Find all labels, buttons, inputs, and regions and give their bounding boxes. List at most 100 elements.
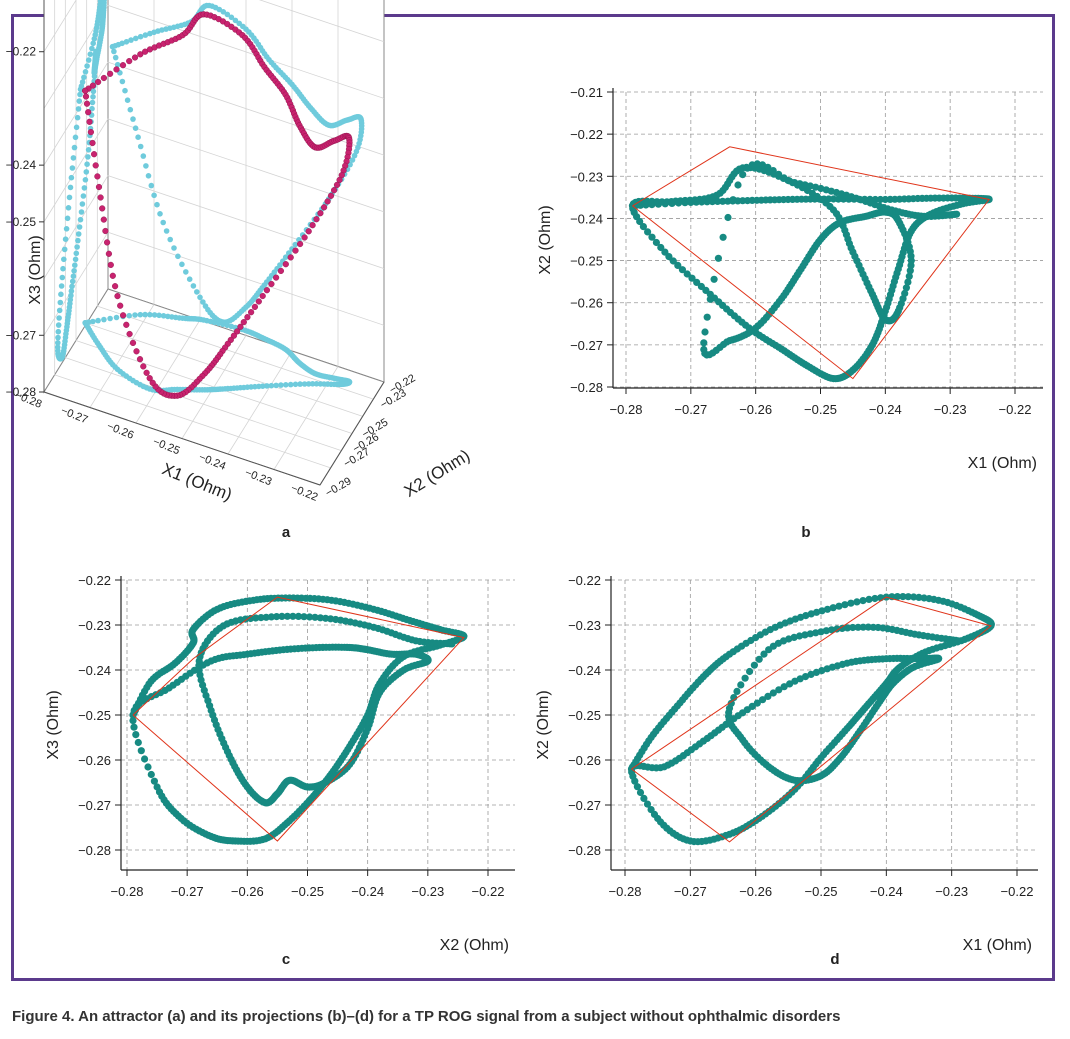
- wall-projection-point: [151, 192, 157, 199]
- data-point: [847, 599, 855, 607]
- x-tick-label: −0.26: [739, 884, 772, 899]
- data-point: [674, 261, 682, 269]
- wall-projection-point: [109, 43, 116, 50]
- y-tick-label: −0.25: [78, 708, 111, 723]
- y-tick-label: −0.26: [568, 753, 601, 768]
- data-point: [823, 605, 832, 613]
- data-point: [893, 593, 902, 601]
- attractor-point: [100, 74, 108, 82]
- attractor-point: [230, 332, 238, 339]
- attractor-point: [94, 173, 101, 180]
- attractor-point: [273, 274, 280, 281]
- wall-projection-point: [91, 73, 98, 80]
- floor-projection-point: [287, 381, 294, 388]
- x-tick-label: −0.27: [674, 884, 707, 899]
- data-point: [693, 278, 701, 286]
- floor-projection-point: [113, 314, 120, 321]
- wall-projection-point: [74, 114, 81, 121]
- data-point: [802, 612, 810, 620]
- wall-projection-point: [128, 37, 134, 43]
- y-tick-label: −0.29: [324, 475, 354, 499]
- x-tick-label: −0.28: [610, 402, 643, 417]
- z-tick-label: −0.28: [6, 385, 37, 399]
- wall-projection-point: [80, 193, 87, 199]
- wall-projection-point: [69, 165, 76, 171]
- attractor-point: [126, 57, 133, 65]
- data-point: [849, 623, 857, 632]
- data-point: [786, 680, 794, 688]
- y-tick-label: −0.23: [78, 618, 111, 633]
- wall-projection-point: [61, 246, 68, 253]
- wall-projection-point: [127, 106, 134, 113]
- wall-projection-point: [84, 161, 90, 167]
- data-point: [643, 800, 652, 808]
- panel-c: −0.28 −0.27 −0.26 −0.25 −0.24 −0.23 −0.22 −0.22…: [45, 573, 515, 968]
- attractor-point: [103, 239, 111, 246]
- wall-projection-point: [186, 276, 193, 283]
- x-tick-label: −0.25: [805, 884, 838, 899]
- z-tick-label: −0.25: [6, 215, 37, 229]
- floor-projection-point: [160, 313, 167, 319]
- y-axis-title: X3 (Ohm): [45, 690, 62, 759]
- wall-projection-point: [122, 87, 128, 94]
- wall-projection-point: [114, 61, 121, 68]
- attractor-point: [86, 118, 93, 125]
- floor-projection-point: [90, 318, 96, 325]
- wall-projection-point: [89, 45, 95, 52]
- data-point: [257, 614, 265, 622]
- data-point: [648, 197, 656, 205]
- wall-projection-point: [77, 86, 84, 93]
- attractor-point: [309, 222, 316, 229]
- attractor-point: [119, 312, 127, 319]
- attractor-point: [123, 321, 130, 328]
- wall-projection-point: [77, 91, 83, 98]
- data-point: [273, 613, 281, 621]
- x-axis-line: [43, 391, 321, 486]
- data-point: [278, 612, 286, 621]
- wall-projection-point: [70, 273, 77, 280]
- wall-projection-point: [119, 78, 126, 85]
- data-point: [710, 275, 718, 283]
- attractor-point: [255, 298, 262, 305]
- attractor-point: [244, 314, 251, 321]
- data-point: [132, 731, 140, 739]
- y-tick-label: −0.23: [568, 618, 601, 633]
- wall-projection-point: [92, 64, 98, 71]
- wall-projection-point: [61, 256, 67, 263]
- data-point: [750, 661, 759, 669]
- floor-projection-point: [278, 382, 284, 388]
- data-point: [724, 213, 732, 222]
- data-point: [300, 613, 308, 621]
- floor-projection-point: [313, 381, 320, 387]
- attractor-point: [287, 254, 294, 261]
- data-point: [790, 633, 798, 642]
- wall-projection-point: [111, 48, 117, 55]
- convex-hull: [632, 146, 990, 380]
- data-point: [748, 702, 756, 711]
- data-point: [283, 612, 291, 620]
- wall-projection-point: [85, 154, 91, 160]
- attractor-point: [143, 369, 150, 376]
- wall-projection-point: [76, 224, 83, 230]
- floor-projection-point: [137, 311, 144, 318]
- wall-projection-point: [74, 244, 80, 250]
- y-axis-title: X2 (Ohm): [535, 690, 552, 759]
- y-tick-label: −0.26: [78, 753, 111, 768]
- wall-projection-point: [76, 98, 83, 104]
- data-point: [838, 624, 846, 633]
- data-point: [829, 604, 837, 612]
- data-point: [652, 238, 661, 247]
- y-tick-label: −0.25: [568, 708, 601, 723]
- data-point: [785, 635, 793, 643]
- data-point: [669, 257, 677, 265]
- data-point: [144, 763, 152, 771]
- attractor-point: [333, 181, 341, 189]
- wall-projection-point: [89, 105, 95, 112]
- data-point: [700, 345, 708, 354]
- data-point: [737, 681, 745, 689]
- attractor-point: [83, 100, 91, 107]
- wall-projection-point: [81, 185, 88, 191]
- wall-projection-point: [57, 299, 64, 306]
- data-point: [746, 667, 754, 676]
- x-tick-label: −0.25: [291, 884, 324, 899]
